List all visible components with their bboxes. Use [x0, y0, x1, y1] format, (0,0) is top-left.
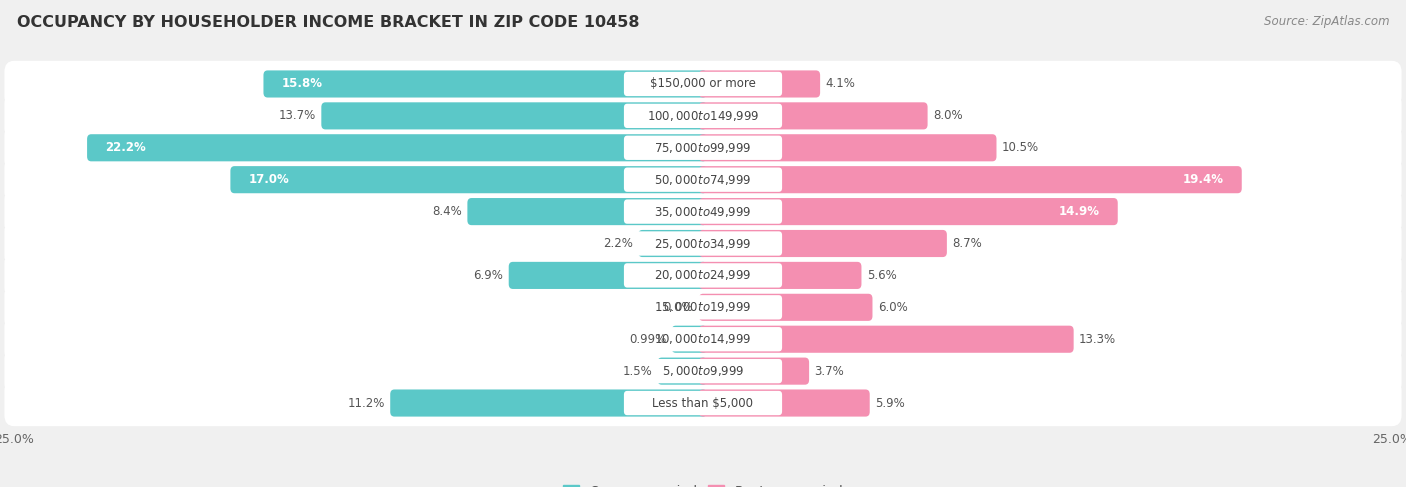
FancyBboxPatch shape: [624, 295, 782, 319]
Text: $15,000 to $19,999: $15,000 to $19,999: [654, 300, 752, 314]
FancyBboxPatch shape: [624, 104, 782, 128]
FancyBboxPatch shape: [699, 166, 1241, 193]
FancyBboxPatch shape: [699, 326, 1074, 353]
Text: $50,000 to $74,999: $50,000 to $74,999: [654, 173, 752, 187]
Text: 6.9%: 6.9%: [474, 269, 503, 282]
Text: 10.5%: 10.5%: [1002, 141, 1039, 154]
Text: 1.5%: 1.5%: [623, 365, 652, 377]
Text: Less than $5,000: Less than $5,000: [652, 396, 754, 410]
Text: 2.2%: 2.2%: [603, 237, 633, 250]
FancyBboxPatch shape: [624, 327, 782, 352]
Text: $5,000 to $9,999: $5,000 to $9,999: [662, 364, 744, 378]
Text: $100,000 to $149,999: $100,000 to $149,999: [647, 109, 759, 123]
Text: 4.1%: 4.1%: [825, 77, 855, 91]
Text: $20,000 to $24,999: $20,000 to $24,999: [654, 268, 752, 282]
FancyBboxPatch shape: [658, 357, 707, 385]
FancyBboxPatch shape: [699, 357, 808, 385]
Text: 5.6%: 5.6%: [868, 269, 897, 282]
Text: $75,000 to $99,999: $75,000 to $99,999: [654, 141, 752, 155]
FancyBboxPatch shape: [4, 125, 1402, 171]
FancyBboxPatch shape: [4, 220, 1402, 267]
FancyBboxPatch shape: [624, 231, 782, 256]
Text: $150,000 or more: $150,000 or more: [650, 77, 756, 91]
FancyBboxPatch shape: [624, 200, 782, 224]
FancyBboxPatch shape: [4, 316, 1402, 362]
FancyBboxPatch shape: [263, 71, 707, 97]
FancyBboxPatch shape: [4, 61, 1402, 107]
FancyBboxPatch shape: [4, 348, 1402, 394]
FancyBboxPatch shape: [391, 390, 707, 416]
FancyBboxPatch shape: [624, 168, 782, 192]
Text: 13.3%: 13.3%: [1080, 333, 1116, 346]
FancyBboxPatch shape: [509, 262, 707, 289]
FancyBboxPatch shape: [87, 134, 707, 161]
FancyBboxPatch shape: [699, 134, 997, 161]
FancyBboxPatch shape: [624, 135, 782, 160]
FancyBboxPatch shape: [672, 326, 707, 353]
FancyBboxPatch shape: [699, 294, 873, 321]
Text: 8.4%: 8.4%: [432, 205, 461, 218]
FancyBboxPatch shape: [699, 390, 870, 416]
FancyBboxPatch shape: [624, 263, 782, 287]
Text: 14.9%: 14.9%: [1059, 205, 1099, 218]
Text: Source: ZipAtlas.com: Source: ZipAtlas.com: [1264, 15, 1389, 28]
FancyBboxPatch shape: [4, 156, 1402, 203]
FancyBboxPatch shape: [699, 71, 820, 97]
FancyBboxPatch shape: [624, 72, 782, 96]
Text: 0.0%: 0.0%: [664, 301, 693, 314]
Text: 15.8%: 15.8%: [281, 77, 322, 91]
Text: 19.4%: 19.4%: [1182, 173, 1223, 186]
FancyBboxPatch shape: [322, 102, 707, 130]
FancyBboxPatch shape: [624, 391, 782, 415]
FancyBboxPatch shape: [699, 262, 862, 289]
Text: 13.7%: 13.7%: [278, 110, 316, 122]
Text: $10,000 to $14,999: $10,000 to $14,999: [654, 332, 752, 346]
FancyBboxPatch shape: [699, 230, 946, 257]
Text: 8.0%: 8.0%: [934, 110, 963, 122]
FancyBboxPatch shape: [231, 166, 707, 193]
Text: 5.9%: 5.9%: [875, 396, 905, 410]
FancyBboxPatch shape: [699, 102, 928, 130]
Text: 6.0%: 6.0%: [877, 301, 908, 314]
FancyBboxPatch shape: [4, 380, 1402, 426]
Text: OCCUPANCY BY HOUSEHOLDER INCOME BRACKET IN ZIP CODE 10458: OCCUPANCY BY HOUSEHOLDER INCOME BRACKET …: [17, 15, 640, 30]
FancyBboxPatch shape: [699, 198, 1118, 225]
FancyBboxPatch shape: [467, 198, 707, 225]
Text: 22.2%: 22.2%: [105, 141, 146, 154]
Text: 8.7%: 8.7%: [952, 237, 983, 250]
Text: $35,000 to $49,999: $35,000 to $49,999: [654, 205, 752, 219]
Text: $25,000 to $34,999: $25,000 to $34,999: [654, 237, 752, 250]
Text: 11.2%: 11.2%: [347, 396, 385, 410]
FancyBboxPatch shape: [638, 230, 707, 257]
FancyBboxPatch shape: [624, 359, 782, 383]
FancyBboxPatch shape: [4, 284, 1402, 331]
FancyBboxPatch shape: [4, 93, 1402, 139]
Legend: Owner-occupied, Renter-occupied: Owner-occupied, Renter-occupied: [558, 480, 848, 487]
Text: 0.99%: 0.99%: [628, 333, 666, 346]
FancyBboxPatch shape: [4, 252, 1402, 299]
Text: 17.0%: 17.0%: [249, 173, 290, 186]
Text: 3.7%: 3.7%: [814, 365, 845, 377]
FancyBboxPatch shape: [4, 188, 1402, 235]
